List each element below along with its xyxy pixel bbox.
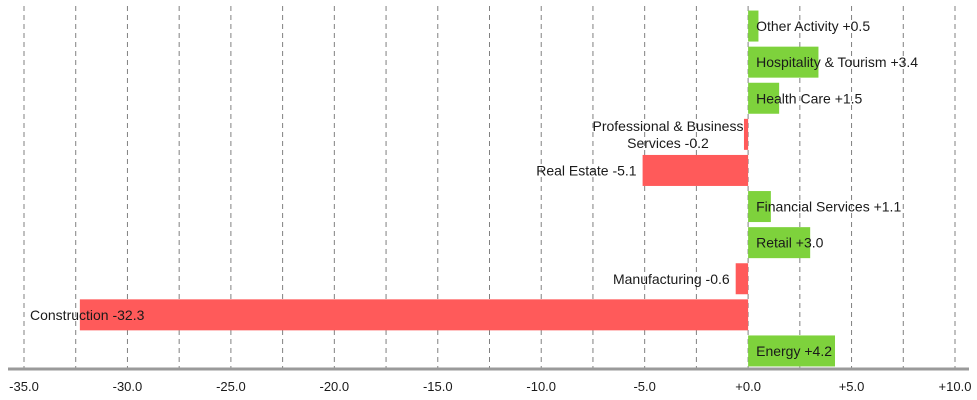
data-label-2: Health Care +1.5 [756, 90, 862, 106]
grid-lines [23, 6, 956, 369]
data-labels: Other Activity +0.5 Hospitality & Tourism… [30, 18, 918, 359]
data-label-8: Construction -32.3 [30, 307, 145, 323]
data-label-1: Hospitality & Tourism +3.4 [756, 54, 918, 70]
bar-9 [748, 335, 836, 367]
bar-3 [743, 118, 749, 150]
bar-5 [748, 191, 771, 223]
data-label-3: Professional & Business [592, 118, 743, 134]
bar-8 [79, 299, 749, 331]
x-tick-label: -5.0 [633, 379, 655, 394]
bars [79, 10, 836, 367]
x-tick-label: +0.0 [735, 379, 761, 394]
x-tick-label: -20.0 [320, 379, 350, 394]
data-label-7: Manufacturing -0.6 [613, 271, 730, 287]
x-axis: -35.0 -30.0 -25.0 -20.0 -15.0 -10.0 -5.0 +0.0 +5… [8, 367, 972, 394]
bar-4 [642, 154, 749, 186]
x-tick-label: -35.0 [9, 379, 39, 394]
x-tick-label: -15.0 [423, 379, 453, 394]
data-label-5: Financial Services +1.1 [756, 199, 901, 215]
data-label-9: Energy +4.2 [756, 343, 832, 359]
bar-0 [748, 10, 759, 42]
bar-2 [748, 82, 780, 114]
x-tick-label: +10.0 [939, 379, 972, 394]
bar-1 [748, 46, 819, 78]
bar-6 [748, 227, 811, 259]
x-tick-label: +5.0 [839, 379, 865, 394]
x-tick-label: -30.0 [113, 379, 143, 394]
bar-7 [735, 263, 749, 295]
data-label-0: Other Activity +0.5 [756, 18, 870, 34]
x-tick-label: -25.0 [216, 379, 246, 394]
data-label-4: Real Estate -5.1 [536, 162, 637, 178]
x-tick-label: -10.0 [526, 379, 556, 394]
data-label-6: Retail +3.0 [756, 235, 824, 251]
data-label-3: Services -0.2 [627, 135, 709, 151]
